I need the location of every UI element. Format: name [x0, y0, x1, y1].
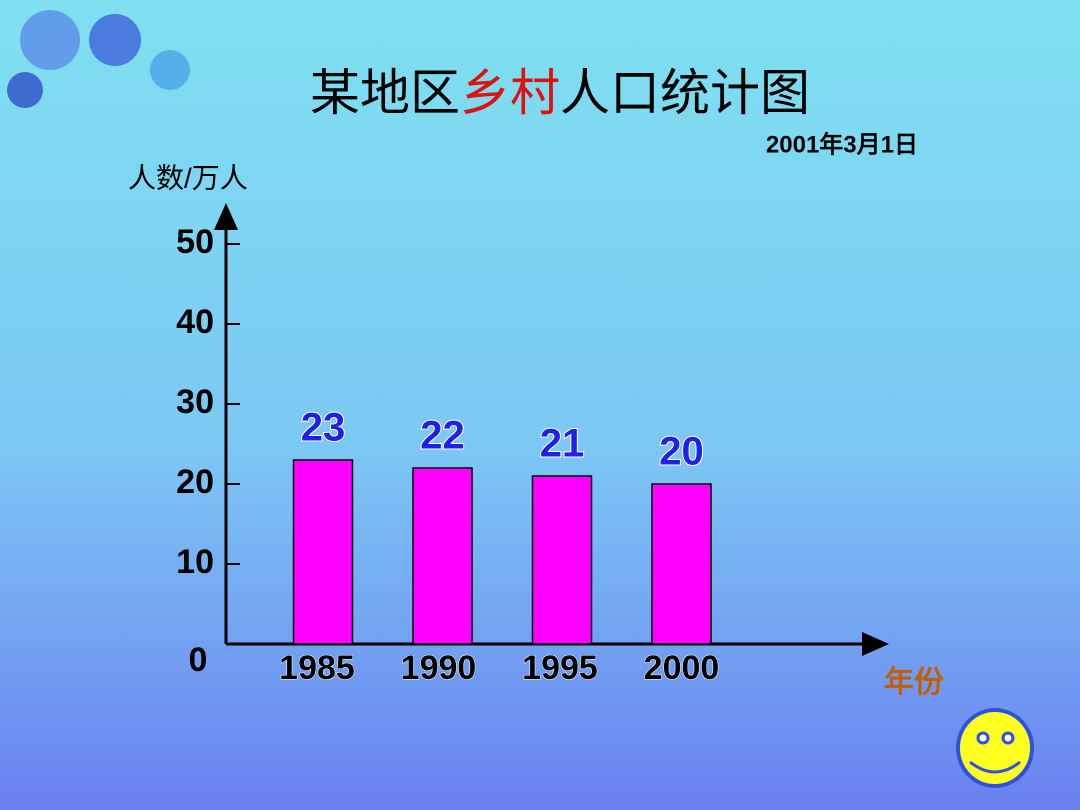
title-part: 某地区 — [310, 64, 460, 122]
bar — [651, 483, 712, 645]
y-tick-label: 20 — [176, 463, 214, 501]
x-axis-label: 年份 — [884, 666, 944, 699]
chart-title: 某地区乡村人口统计图 — [310, 64, 810, 122]
value-label: 21 — [540, 422, 585, 466]
x-tick-label: 2000 — [644, 649, 720, 687]
value-label: 23 — [301, 406, 346, 450]
smiley — [956, 708, 1034, 788]
y-tick-label: 10 — [176, 543, 214, 581]
value-label: 22 — [420, 414, 465, 458]
y-tick-label: 30 — [176, 383, 214, 421]
bar — [292, 459, 354, 645]
title-part: 乡村 — [460, 64, 560, 122]
x-tick-label: 1985 — [279, 649, 355, 687]
value-label: 20 — [659, 430, 704, 474]
subtitle: 2001年3月1日 — [766, 130, 918, 158]
y-axis-label: 人数/万人 — [128, 162, 248, 193]
x-tick-label: 1990 — [401, 649, 477, 687]
y-tick-label: 40 — [176, 303, 214, 341]
title-part: 人口统计图 — [560, 64, 810, 122]
x-tick-label: 1995 — [522, 649, 598, 687]
bar — [531, 475, 593, 645]
flower-decoration — [7, 10, 190, 108]
bar — [412, 467, 473, 645]
y-tick-label: 50 — [176, 223, 214, 261]
y-tick-label: 0 — [189, 641, 208, 679]
